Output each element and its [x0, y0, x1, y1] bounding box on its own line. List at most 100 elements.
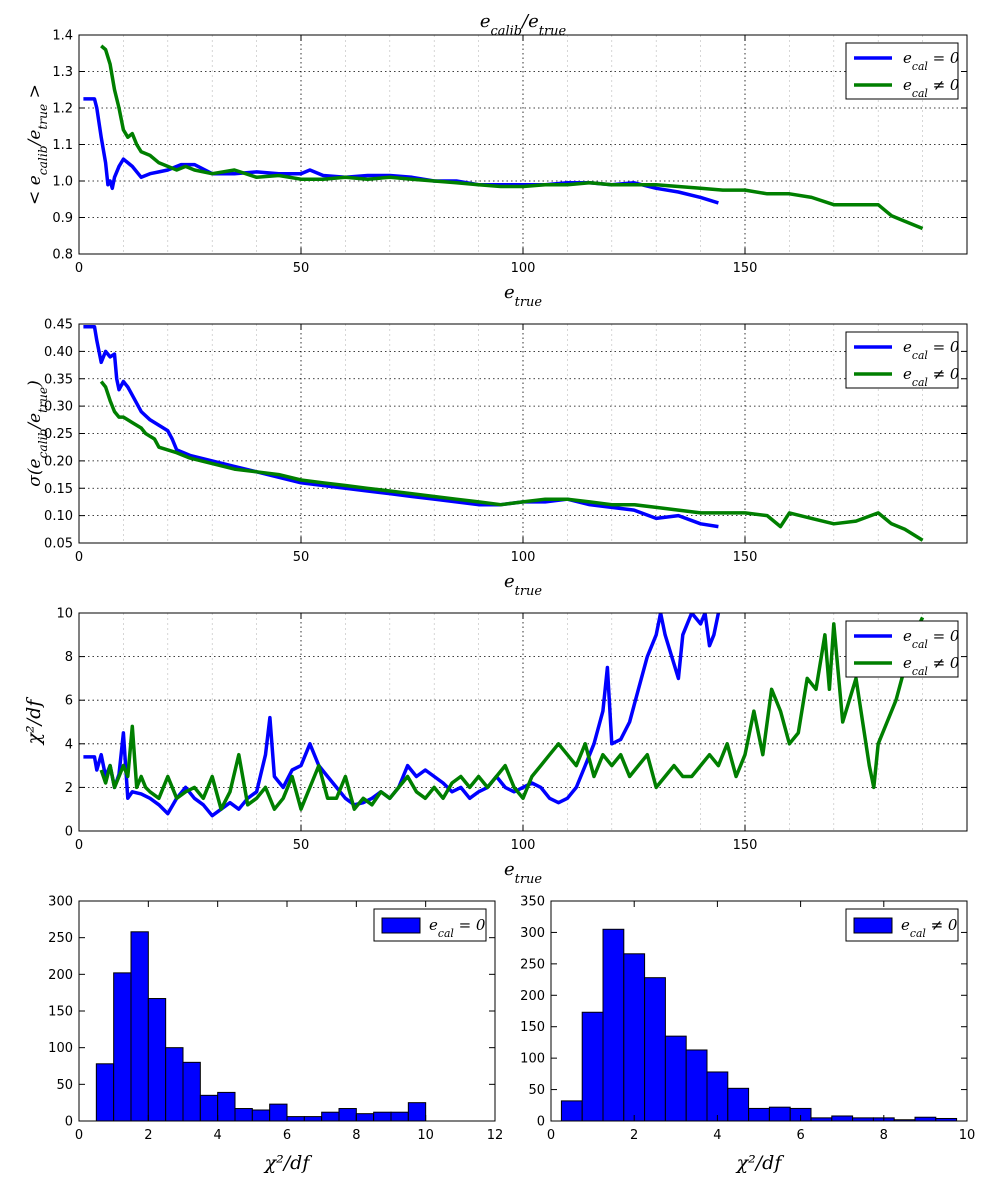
histogram-bar — [338, 1108, 357, 1122]
histogram-bar — [165, 1047, 184, 1122]
y-tick-label: 300 — [48, 895, 73, 910]
grid — [79, 324, 967, 543]
x-tick-label: 8 — [880, 1128, 888, 1143]
series-line-green — [100, 44, 924, 231]
legend-label: ecal = 0 — [903, 49, 960, 73]
histogram-bar — [234, 1108, 253, 1122]
histogram-bar — [373, 1111, 392, 1122]
y-tick-label: 0.25 — [44, 427, 73, 442]
y-tick-label: 0.20 — [44, 454, 73, 469]
legend-label: ecal = 0 — [903, 338, 960, 362]
series-line-blue — [83, 324, 719, 529]
chart-4: 0 2 4 6 8 10 12 0 50 100 150 200 250 300 χ²/df ecal = 0 — [48, 895, 503, 1175]
x-axis-label: χ²/df — [263, 1152, 313, 1174]
y-tick-label: 350 — [520, 895, 545, 910]
legend-label: ecal ≠ 0 — [903, 654, 960, 678]
chart-3: 0 50 100 150 0 2 4 6 8 10 etrue χ²/df ecal = 0 ecal ≠… — [23, 607, 968, 887]
series-line-blue — [83, 97, 719, 205]
x-tick-label: 12 — [487, 1128, 504, 1143]
histogram-bar — [914, 1116, 937, 1122]
x-tick-label: 150 — [733, 838, 758, 853]
y-tick-label: 1.0 — [52, 175, 73, 190]
grid — [79, 35, 967, 254]
y-tick-label: 250 — [48, 931, 73, 946]
y-tick-label: 50 — [528, 1083, 545, 1098]
histogram-bar — [768, 1106, 791, 1122]
legend-swatch-blue — [853, 917, 893, 934]
series-line-green — [99, 616, 925, 811]
chart-2: 0 50 100 150 0.05 0.10 0.15 0.20 0.25 0.30 0.35 0.4… — [25, 318, 968, 599]
x-tick-label: 4 — [713, 1128, 721, 1143]
x-tick-label: 4 — [214, 1128, 222, 1143]
x-tick-label: 6 — [283, 1128, 291, 1143]
y-tick-label: 10 — [56, 607, 73, 622]
y-tick-label: 2 — [65, 781, 73, 796]
histogram-bar — [130, 931, 149, 1122]
legend: ecal = 0 ecal ≠ 0 — [845, 42, 960, 100]
histogram-bar — [581, 1011, 604, 1122]
x-tick-label: 0 — [75, 838, 83, 853]
x-tick-label: 50 — [293, 550, 310, 565]
x-tick-label: 0 — [75, 550, 83, 565]
legend-label: ecal ≠ 0 — [903, 365, 960, 389]
y-tick-label: 150 — [48, 1005, 73, 1020]
chart-title: ecalib/etrue — [480, 11, 567, 39]
y-tick-label: 100 — [48, 1041, 73, 1056]
histogram-bar — [727, 1087, 750, 1122]
x-axis-label: χ²/df — [735, 1152, 785, 1174]
y-tick-label: 50 — [56, 1078, 73, 1093]
legend-label: ecal ≠ 0 — [901, 916, 958, 940]
y-tick-label: 0.30 — [44, 400, 73, 415]
y-tick-label: 300 — [520, 926, 545, 941]
y-tick-label: 0 — [537, 1115, 545, 1130]
x-tick-label: 50 — [293, 838, 310, 853]
histogram-bar — [407, 1102, 427, 1122]
legend-box — [845, 620, 959, 678]
axes-frame — [550, 900, 968, 1122]
y-tick-label: 4 — [65, 737, 73, 752]
y-axis-label: σ(ecalib/etrue) — [25, 380, 50, 486]
histogram-bar — [706, 1071, 729, 1122]
histogram-bar — [147, 998, 167, 1122]
x-axis-label: etrue — [504, 859, 542, 887]
y-tick-label: 0.8 — [52, 248, 73, 263]
histogram-bar — [685, 1049, 708, 1122]
legend: ecal = 0 ecal ≠ 0 — [845, 331, 960, 389]
x-tick-label: 10 — [417, 1128, 434, 1143]
x-tick-label: 100 — [511, 261, 536, 276]
legend-box — [845, 331, 959, 389]
histogram-bar — [355, 1113, 375, 1122]
histogram-bar — [321, 1111, 340, 1122]
histogram-bar — [217, 1091, 236, 1122]
chart-1: 0 50 100 150 0.8 0.9 1.0 1.1 1.2 1.3 1.4 ecalib/etr… — [25, 11, 968, 310]
x-tick-label: 0 — [547, 1128, 555, 1143]
x-tick-label: 150 — [733, 261, 758, 276]
x-tick-label: 10 — [959, 1128, 976, 1143]
y-tick-label: 0.35 — [44, 372, 73, 387]
y-tick-label: 1.4 — [52, 29, 73, 44]
y-tick-label: 0.05 — [44, 537, 73, 552]
y-tick-label: 1.3 — [52, 65, 73, 80]
histogram-bar — [831, 1115, 854, 1122]
legend-box — [845, 42, 959, 100]
histogram-bar — [644, 977, 666, 1122]
histogram-bar — [303, 1116, 323, 1122]
y-tick-label: 0.40 — [44, 345, 73, 360]
y-tick-label: 1.1 — [52, 138, 73, 153]
histogram-bar — [664, 1035, 687, 1122]
x-axis-label: etrue — [504, 571, 542, 599]
legend: ecal ≠ 0 — [845, 908, 959, 942]
y-tick-label: 200 — [520, 989, 545, 1004]
histogram-bar — [286, 1116, 305, 1122]
histogram-bar — [560, 1100, 583, 1122]
legend-label: ecal = 0 — [903, 627, 960, 651]
x-tick-label: 2 — [630, 1128, 638, 1143]
x-tick-label: 150 — [733, 550, 758, 565]
histogram-bar — [602, 928, 625, 1122]
x-tick-label: 6 — [796, 1128, 804, 1143]
x-tick-label: 100 — [511, 550, 536, 565]
x-tick-label: 0 — [75, 261, 83, 276]
histogram-bar — [623, 953, 646, 1122]
